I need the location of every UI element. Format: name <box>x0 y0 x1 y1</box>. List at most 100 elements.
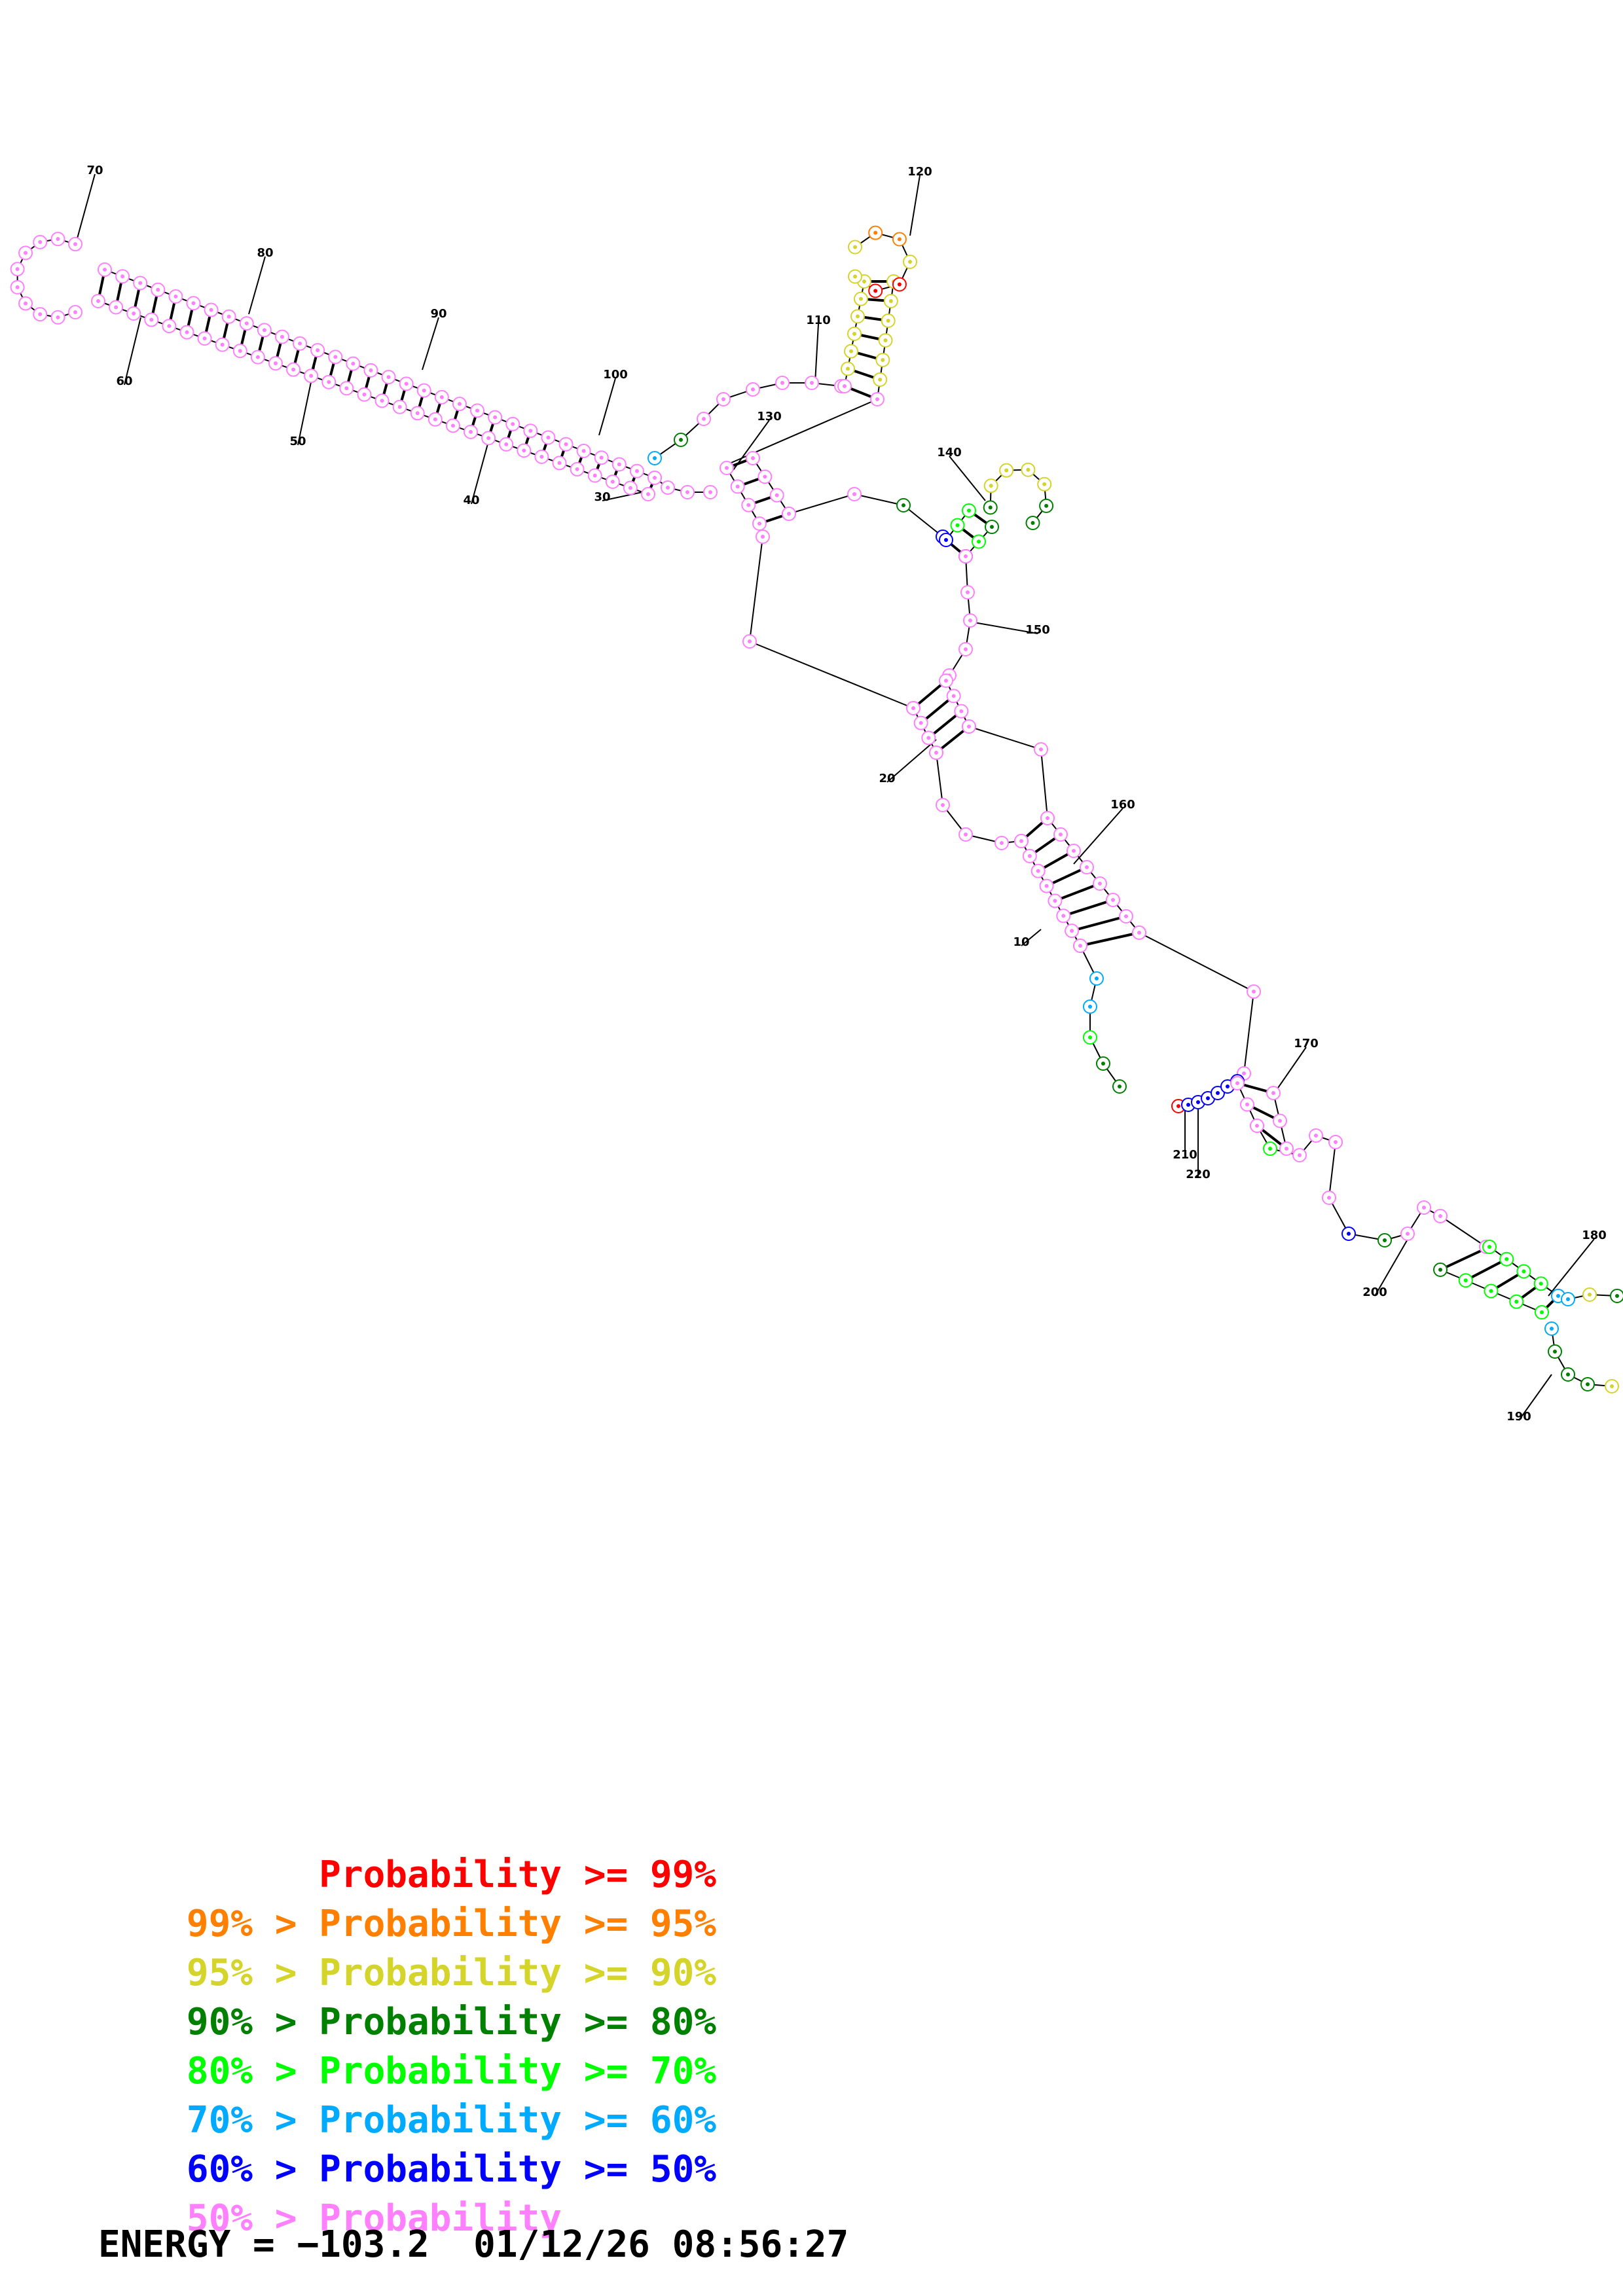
nucleotide-dot <box>610 479 615 484</box>
legend-text: Probability >= 50% <box>319 2148 717 2191</box>
nucleotide-dot <box>1278 1119 1282 1123</box>
position-label-leader <box>909 175 921 236</box>
nucleotide-dot <box>757 522 761 526</box>
nucleotide-dot <box>780 381 784 385</box>
legend-row-3: 95% > Probability >= 90% <box>98 1905 716 1994</box>
nucleotide-dot <box>1101 1062 1105 1066</box>
nucleotide-dot <box>24 251 28 255</box>
nucleotide-dot <box>989 484 993 488</box>
energy-value: −103.2 <box>297 2223 429 2266</box>
nucleotide-dot <box>333 355 338 359</box>
nucleotide-dot <box>849 349 853 353</box>
nucleotide-dot <box>244 321 249 326</box>
nucleotide-dot <box>966 590 970 594</box>
nucleotide-dot <box>1556 1294 1560 1298</box>
nucleotide-dot <box>875 397 879 401</box>
nucleotide-dot <box>977 539 981 544</box>
base-pair-bond <box>1080 931 1140 947</box>
nucleotide-dot <box>934 751 938 755</box>
position-label-leader <box>733 420 770 471</box>
nucleotide-dot <box>1061 914 1066 918</box>
nucleotide-dot <box>763 475 767 479</box>
nucleotide-dot <box>1036 869 1040 873</box>
legend-prefix: 99% > <box>186 1903 319 1945</box>
nucleotide-dot <box>908 260 912 264</box>
nucleotide-dot <box>1522 1269 1526 1274</box>
legend-text: Probability >= 90% <box>319 1952 717 1994</box>
probability-legend: Probability >= 99% 99% > Probability >= … <box>98 1806 1015 2240</box>
nucleotide-dot <box>362 392 367 397</box>
nucleotide-dot <box>1566 1372 1570 1376</box>
backbone-segment <box>749 536 763 642</box>
nucleotide-dot <box>344 386 349 391</box>
legend-row-8: 50% > Probability <box>98 2150 562 2240</box>
nucleotide-dot <box>1588 1293 1592 1297</box>
nucleotide-dot <box>967 509 971 512</box>
nucleotide-dot <box>1406 1232 1410 1236</box>
legend-row-5: 80% > Probability >= 70% <box>98 2003 716 2092</box>
nucleotide-dot <box>856 314 860 319</box>
nucleotide-dot <box>873 289 878 293</box>
nucleotide-dot <box>944 679 948 683</box>
nucleotide-dot <box>1026 467 1030 472</box>
legend-row-1: Probability >= 99% <box>98 1806 716 1896</box>
nucleotide-dot <box>599 456 604 460</box>
legend-row-2: 99% > Probability >= 95% <box>98 1856 716 1945</box>
legend-prefix: 95% > <box>186 1952 319 1994</box>
nucleotide-dot <box>852 492 856 496</box>
nucleotide-dot <box>617 462 621 467</box>
nucleotide-dot <box>941 803 945 807</box>
nucleotide-dot <box>1271 1091 1275 1095</box>
nucleotide-dot <box>433 417 437 422</box>
position-label: 220 <box>1186 1168 1211 1181</box>
nucleotide-dot <box>1245 1102 1249 1107</box>
nucleotide-dot <box>843 384 847 388</box>
nucleotide-dot <box>964 554 968 558</box>
position-label-leader <box>1073 808 1123 865</box>
nucleotide-dot <box>944 538 948 542</box>
base-pair-bond <box>1465 1257 1508 1282</box>
position-label: 170 <box>1294 1037 1319 1050</box>
nucleotide-dot <box>1298 1153 1302 1157</box>
nucleotide-dot <box>1085 865 1089 869</box>
nucleotide-dot <box>653 476 657 480</box>
nucleotide-dot <box>227 314 231 319</box>
nucleotide-dot <box>1072 849 1076 853</box>
nucleotide-dot <box>255 355 260 359</box>
nucleotide-dot <box>1004 468 1009 473</box>
nucleotide-dot <box>504 442 509 446</box>
nucleotide-dot <box>775 493 779 497</box>
nucleotide-dot <box>1070 929 1074 933</box>
nucleotide-dot <box>911 706 915 710</box>
rna-secondary-structure: 10 20 30 40 50 60 70 80 90 100 110 120 130 140 150 160 1… <box>10 164 1623 1424</box>
nucleotide-dot <box>1044 503 1049 508</box>
nucleotide-dot <box>1019 839 1023 843</box>
nucleotide-dot <box>327 380 331 384</box>
position-label-leader <box>1548 1238 1595 1297</box>
position-label: 40 <box>463 493 479 507</box>
nucleotide-dot <box>202 336 207 341</box>
position-label-leader <box>602 490 649 501</box>
position-label: 50 <box>289 435 306 448</box>
nucleotide-dot <box>220 342 225 347</box>
nucleotide-dot <box>546 435 551 440</box>
position-label: 110 <box>806 314 831 327</box>
nucleotide-dot <box>1186 1103 1190 1107</box>
legend-prefix: 90% > <box>186 2001 319 2043</box>
nucleotide-dot <box>897 282 902 287</box>
nucleotide-dot <box>486 436 491 440</box>
nucleotide-dot <box>853 245 858 249</box>
nucleotide-dot <box>167 324 172 329</box>
nucleotide-dot <box>725 466 729 470</box>
nucleotide-dot <box>38 312 43 317</box>
nucleotide-dot <box>273 361 278 366</box>
nucleotide-dot <box>1553 1350 1557 1354</box>
nucleotide-dot <box>787 512 791 516</box>
nucleotide-dot <box>120 274 125 279</box>
backbone-segment <box>1139 932 1254 992</box>
base-pair-bond <box>1046 866 1087 888</box>
nucleotide-dot <box>1268 1147 1272 1151</box>
backbone-segment <box>1243 991 1254 1074</box>
nucleotide-dot <box>450 423 455 428</box>
nucleotide-dot <box>878 378 883 382</box>
